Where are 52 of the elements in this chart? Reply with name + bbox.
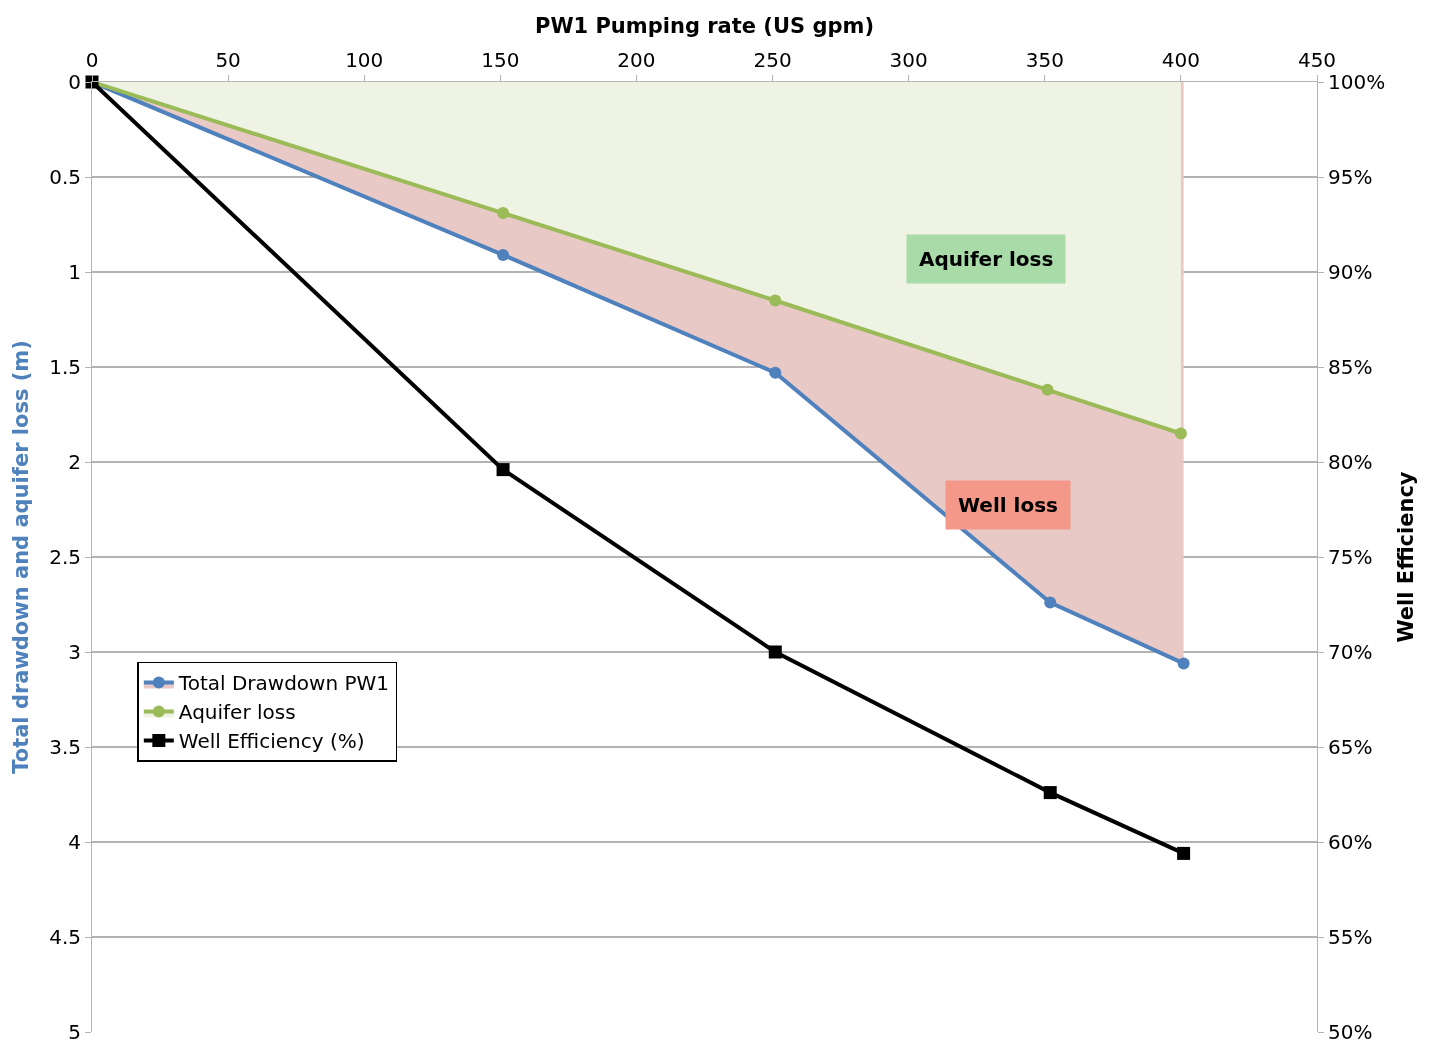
x-tick-label: 250 xyxy=(753,48,792,72)
x-tick-label: 200 xyxy=(617,48,656,72)
y2-tick-label: 60% xyxy=(1328,830,1373,854)
y-tick-label: 1.5 xyxy=(49,355,81,379)
x-tick-label: 300 xyxy=(889,48,928,72)
y2-tick-label: 70% xyxy=(1328,640,1373,664)
y-tick-label: 1 xyxy=(68,260,81,284)
x-tick-label: 400 xyxy=(1161,48,1200,72)
legend-label: Aquifer loss xyxy=(178,700,296,725)
annotation: Well loss xyxy=(958,493,1058,517)
point xyxy=(1041,383,1054,396)
y-tick-label: 3 xyxy=(68,640,81,664)
y-tick-label: 2 xyxy=(68,450,81,474)
x-tick-label: 150 xyxy=(481,48,520,72)
y2-tick-label: 80% xyxy=(1328,450,1373,474)
y2-tick-label: 90% xyxy=(1328,260,1373,284)
x-tick-label: 0 xyxy=(85,48,99,72)
point xyxy=(769,366,782,379)
y2-tick-label: 95% xyxy=(1328,165,1373,189)
point xyxy=(497,248,510,261)
x-tick-label: 450 xyxy=(1297,48,1337,72)
y2-axis-title: Well Efficiency xyxy=(1394,471,1419,643)
point xyxy=(497,207,510,220)
point xyxy=(768,645,782,659)
legend-label: Total Drawdown PW1 xyxy=(177,671,390,696)
point xyxy=(1177,846,1191,860)
annotation: Aquifer loss xyxy=(919,247,1054,271)
y-tick-label: 0 xyxy=(68,70,81,94)
x-tick-label: 350 xyxy=(1025,48,1064,72)
y2-tick-label: 75% xyxy=(1328,545,1373,569)
y2-tick-label: 85% xyxy=(1328,355,1373,379)
y-tick-label: 0.5 xyxy=(49,165,81,189)
y-tick-label: 4.5 xyxy=(49,925,81,949)
y2-tick-label: 55% xyxy=(1328,925,1373,949)
y-tick-label: 2.5 xyxy=(49,545,81,569)
x-axis-title: PW1 Pumping rate (US gpm) xyxy=(535,14,874,39)
y-tick-label: 3.5 xyxy=(49,735,81,759)
y2-tick-label: 65% xyxy=(1328,735,1373,759)
point xyxy=(496,463,510,477)
x-tick-label: 50 xyxy=(215,48,241,72)
y-tick-label: 4 xyxy=(68,830,81,854)
point xyxy=(1044,596,1057,609)
x-tick-label: 100 xyxy=(345,48,384,72)
point xyxy=(1043,786,1057,800)
point xyxy=(769,294,782,307)
point xyxy=(1177,657,1190,670)
y2-tick-label: 50% xyxy=(1328,1020,1373,1044)
y-tick-label: 5 xyxy=(68,1020,81,1044)
legend-label: Well Efficiency (%) xyxy=(178,729,365,754)
point xyxy=(1174,427,1187,440)
y2-tick-label: 100% xyxy=(1328,70,1386,94)
y-axis-title: Total drawdown and aquifer loss (m) xyxy=(9,340,34,774)
